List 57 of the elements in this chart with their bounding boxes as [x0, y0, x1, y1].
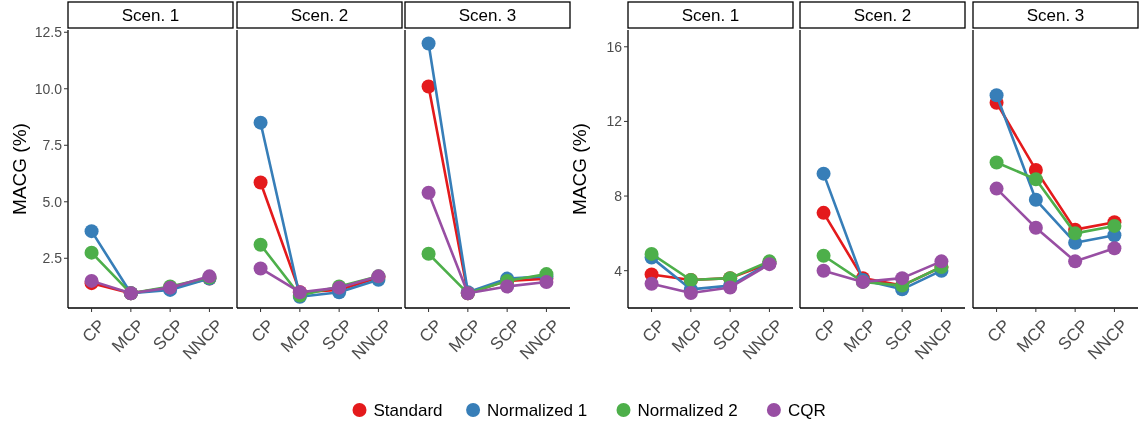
- point: [421, 185, 436, 200]
- point: [1107, 241, 1122, 256]
- y-tick-label: 10.0: [34, 80, 63, 97]
- y-tick-label: 2.5: [42, 250, 63, 267]
- point: [500, 279, 515, 294]
- y-tick-label: 5.0: [42, 193, 63, 210]
- y-tick-label: 8: [614, 188, 623, 205]
- y-axis-title: MACG (%): [569, 123, 590, 215]
- point: [1068, 254, 1083, 269]
- point: [539, 275, 554, 290]
- point: [421, 36, 436, 51]
- point: [816, 248, 831, 263]
- x-tick-label: CP: [810, 315, 841, 347]
- x-tick-label: CP: [78, 315, 109, 347]
- y-tick-label: 16: [606, 38, 623, 55]
- point: [253, 115, 268, 130]
- chart-title: Scen. 3: [458, 6, 517, 25]
- legend-label: Normalized 2: [637, 401, 738, 420]
- y-tick-label: 7.5: [42, 137, 63, 154]
- point: [1028, 220, 1043, 235]
- legend-label: Standard: [373, 401, 443, 420]
- point: [644, 276, 659, 291]
- chart-title: Scen. 3: [1026, 6, 1085, 25]
- point: [683, 286, 698, 301]
- point: [253, 261, 268, 276]
- legend-label: Normalized 1: [487, 401, 588, 420]
- point: [816, 263, 831, 278]
- y-axis-title: MACG (%): [9, 123, 30, 215]
- point: [989, 155, 1004, 170]
- point: [1068, 226, 1083, 241]
- point: [644, 246, 659, 261]
- point: [895, 271, 910, 286]
- point: [421, 246, 436, 261]
- chart-title: Scen. 1: [121, 6, 180, 25]
- point: [421, 79, 436, 94]
- x-tick-label: CP: [983, 315, 1014, 347]
- point: [934, 254, 949, 269]
- point: [989, 181, 1004, 196]
- point: [1028, 192, 1043, 207]
- point: [816, 166, 831, 181]
- chart-title: Scen. 2: [853, 6, 912, 25]
- chart-title: Scen. 2: [290, 6, 349, 25]
- point: [253, 237, 268, 252]
- y-tick-label: 12: [606, 113, 623, 130]
- x-tick-label: CP: [415, 315, 446, 347]
- point: [1028, 172, 1043, 187]
- point: [989, 88, 1004, 103]
- legend-label: CQR: [787, 401, 826, 420]
- point: [816, 205, 831, 220]
- x-tick-label: CP: [638, 315, 669, 347]
- y-tick-label: 12.5: [34, 24, 63, 41]
- point: [84, 224, 99, 239]
- y-tick-label: 4: [614, 262, 623, 279]
- chart-title: Scen. 1: [681, 6, 740, 25]
- point: [253, 175, 268, 190]
- point: [84, 245, 99, 260]
- x-tick-label: CP: [247, 315, 278, 347]
